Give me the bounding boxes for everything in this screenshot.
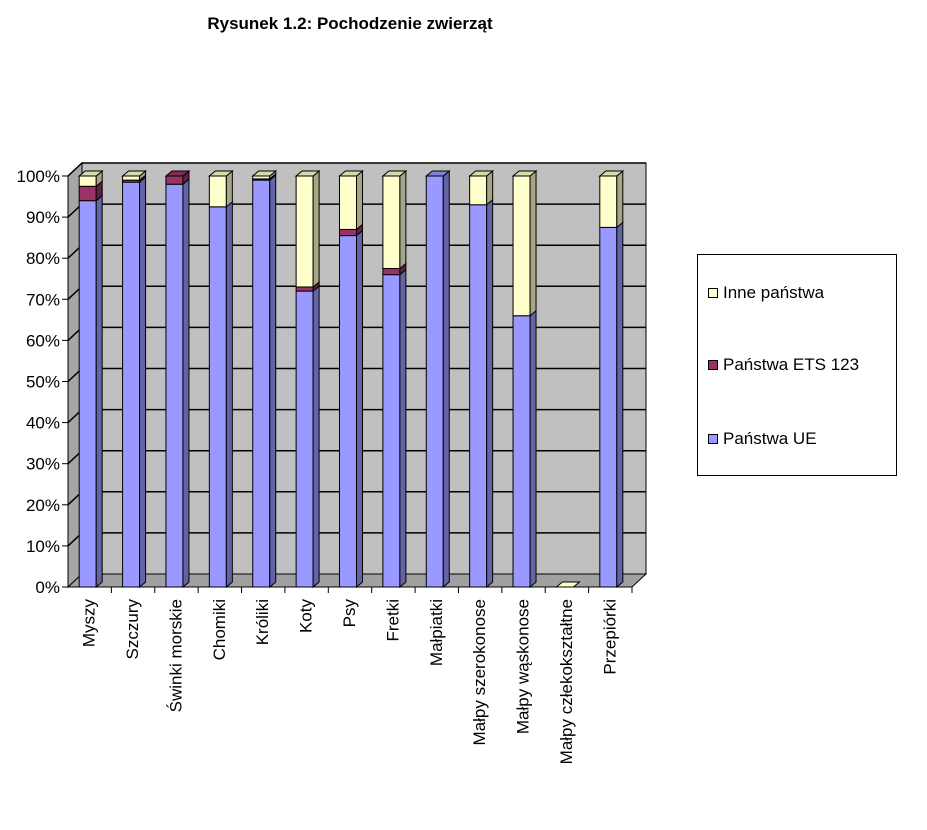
bar-segment-side <box>616 221 624 589</box>
bar-segment <box>295 286 314 292</box>
legend-item-ue: Państwa UE <box>708 429 817 449</box>
x-tick-label: Przepiórki <box>600 599 619 675</box>
legend-label-ets: Państwa ETS 123 <box>723 355 860 374</box>
bar-segment-side <box>95 194 103 589</box>
bar-segment-side <box>312 285 320 589</box>
x-tick-label: Małpy szerokonose <box>470 599 489 745</box>
x-tick-label: Psy <box>340 599 359 628</box>
bar-segment-side <box>486 169 494 206</box>
x-tick-label: Króliki <box>253 599 272 645</box>
legend-item-inne: Inne państwa <box>708 283 824 303</box>
x-tick-label: Małpiatki <box>427 599 446 666</box>
bar-segment <box>339 235 357 588</box>
chart-title: Rysunek 1.2: Pochodzenie zwierząt <box>207 14 493 33</box>
bar-segment-side <box>399 169 407 270</box>
y-tick-label: 0% <box>35 578 60 597</box>
bar-segment-side <box>529 169 537 317</box>
bar-segment <box>165 183 184 588</box>
bar-segment <box>122 181 141 588</box>
y-tick-label: 100% <box>17 167 60 186</box>
y-tick-label: 90% <box>26 208 60 227</box>
bar-segment-side <box>225 200 233 589</box>
bar-segment-side <box>356 229 363 589</box>
gridline <box>67 162 646 177</box>
y-tick-label: 20% <box>26 496 60 515</box>
bar-segment-side <box>486 198 494 589</box>
bar-segment <box>469 204 488 588</box>
bar-segment-top <box>251 170 278 177</box>
x-tick-label: Szczury <box>123 599 142 660</box>
x-tick-label: Myszy <box>80 599 99 648</box>
legend-label-ue: Państwa UE <box>723 429 817 448</box>
bar-segment <box>208 175 227 208</box>
legend-swatch-ue <box>708 434 718 444</box>
legend-swatch-ets <box>708 360 718 370</box>
bar-segment-side <box>182 178 190 589</box>
bar-segment <box>339 175 357 230</box>
bar-segment <box>295 175 314 288</box>
bar-empty <box>555 581 581 588</box>
bar-segment-side <box>312 169 320 289</box>
bar-segment-side <box>139 176 147 589</box>
bar-segment <box>382 267 401 276</box>
bar-segment-top <box>381 170 408 177</box>
bar-segment <box>78 200 97 588</box>
bar-segment-side <box>442 169 450 589</box>
x-tick-label: Świnki morskie <box>166 599 185 712</box>
bar-segment-side <box>356 169 363 231</box>
x-tick-label: Fretki <box>383 599 402 642</box>
bar-segment <box>208 206 227 588</box>
bar-segment-top <box>294 170 321 177</box>
bar-segment <box>78 185 97 202</box>
y-tick-label: 40% <box>26 414 60 433</box>
bar-segment <box>425 175 444 588</box>
bar-segment-side <box>616 169 624 229</box>
bar-segment-top <box>207 170 234 177</box>
bar-segment <box>252 179 271 588</box>
bar-segment-top <box>338 170 364 177</box>
x-tick-label: Małpy wąskonose <box>514 599 533 734</box>
bar-segment-top <box>424 170 451 177</box>
bar-segment-side <box>225 169 233 208</box>
legend-item-ets: Państwa ETS 123 <box>708 355 859 375</box>
legend-swatch-inne <box>708 288 718 298</box>
bar-segment <box>469 175 488 206</box>
legend-label-inne: Inne państwa <box>723 283 825 302</box>
bar-segment <box>339 228 357 237</box>
x-tick-label: Małpy człekokształtne <box>557 599 576 764</box>
x-tick-label: Koty <box>297 599 316 634</box>
bar-segment-top <box>598 170 625 177</box>
bar-segment <box>599 226 618 588</box>
y-tick-label: 80% <box>26 249 60 268</box>
y-tick-label: 30% <box>26 455 60 474</box>
bar-segment <box>295 290 314 588</box>
bar-segment <box>382 175 401 269</box>
bar-segment-top <box>468 170 495 177</box>
y-tick-label: 70% <box>26 290 60 309</box>
bar-segment <box>165 175 184 185</box>
bar-segment <box>78 175 97 187</box>
bar-segment-side <box>399 268 407 589</box>
bar-segment <box>122 175 141 181</box>
bar-segment-top <box>164 170 191 177</box>
y-tick-label: 50% <box>26 373 60 392</box>
y-tick-label: 10% <box>26 537 60 556</box>
y-tick-label: 60% <box>26 331 60 350</box>
bar-segment <box>512 175 531 317</box>
bar-segment-top <box>511 170 538 177</box>
x-tick-label: Chomiki <box>210 599 229 660</box>
bar-segment-side <box>269 174 277 589</box>
bar-segment <box>599 175 618 228</box>
bar-segment <box>382 274 401 588</box>
bar-segment-top <box>77 170 104 177</box>
bar-segment-top <box>121 170 147 177</box>
bar-segment <box>512 315 531 588</box>
bar-segment-side <box>529 309 537 589</box>
legend: Inne państwa Państwa ETS 123 Państwa UE <box>697 254 897 476</box>
